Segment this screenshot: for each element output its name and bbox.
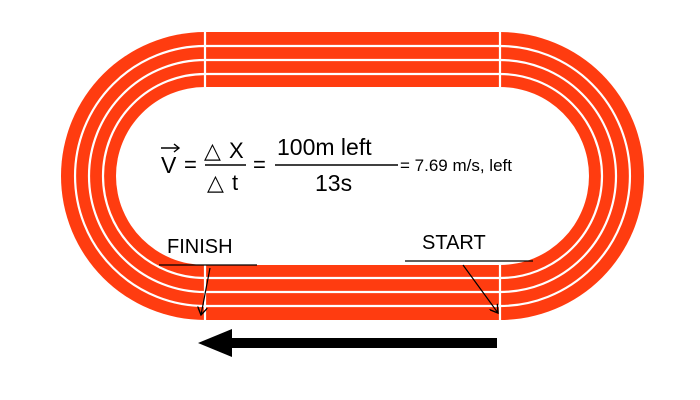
finish-label-group: FINISH: [159, 236, 257, 315]
velocity-symbol: V: [161, 152, 177, 178]
delta-symbol: △: [207, 170, 224, 195]
equals-sign: =: [253, 152, 266, 177]
velocity-equation: V = △ X △ t = 100m left 13s = 7.69 m/s, …: [161, 134, 512, 196]
equals-sign: =: [184, 152, 197, 177]
track: [61, 32, 644, 320]
finish-pointer: [201, 267, 211, 315]
start-label-group: START: [405, 232, 533, 313]
result-value: = 7.69 m/s, left: [400, 156, 512, 175]
denominator-variable: t: [232, 170, 238, 195]
infield: [116, 87, 589, 265]
delta-symbol: △: [204, 138, 221, 163]
finish-label: FINISH: [167, 236, 233, 258]
start-label: START: [422, 232, 486, 254]
start-pointer: [462, 264, 498, 313]
vector-arrow-head: [173, 143, 181, 153]
numerator-variable: X: [229, 138, 244, 163]
displacement-arrow: [198, 329, 497, 357]
denominator-value: 13s: [315, 170, 352, 196]
numerator-value: 100m left: [277, 134, 372, 160]
